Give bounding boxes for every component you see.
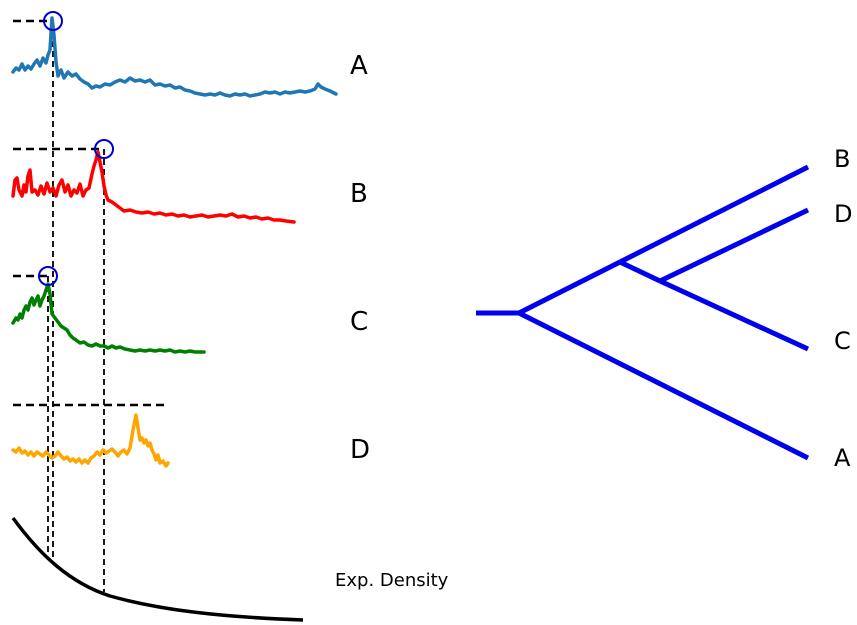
trace-c (11, 282, 206, 354)
series-labels: A B C D (350, 51, 370, 465)
drop-lines (47, 21, 105, 592)
tree-leaf-labels: B D C A (834, 145, 852, 472)
peak-marker-a (43, 11, 63, 31)
trace-a (11, 16, 338, 98)
tree-branch-to-a (517, 310, 810, 461)
tree-internal-branch (517, 259, 622, 316)
tree-leaf-label-d: D (834, 200, 852, 228)
series-label-a: A (350, 51, 368, 81)
series-label-b: B (350, 179, 368, 209)
density-label: Exp. Density (335, 570, 449, 591)
series-label-d: D (350, 435, 370, 465)
trace-b (11, 150, 296, 224)
tree-subclade-branch (618, 259, 662, 284)
tree-branch-to-b (618, 164, 810, 265)
trace-d (11, 413, 170, 468)
peak-marker-c (38, 266, 58, 286)
tree-branch-to-d (658, 207, 810, 284)
tree-leaf-label-c: C (834, 327, 851, 355)
threshold-lines (13, 19, 168, 407)
exponential-density-curve (11, 516, 304, 622)
signal-traces (11, 16, 338, 468)
tree-leaf-label-a: A (834, 444, 851, 472)
phylogenetic-tree (476, 164, 810, 461)
peak-markers (38, 11, 114, 286)
peak-marker-b (94, 139, 114, 159)
series-label-c: C (350, 307, 368, 337)
tree-leaf-label-b: B (834, 145, 850, 173)
tree-branch-to-c (658, 278, 810, 352)
